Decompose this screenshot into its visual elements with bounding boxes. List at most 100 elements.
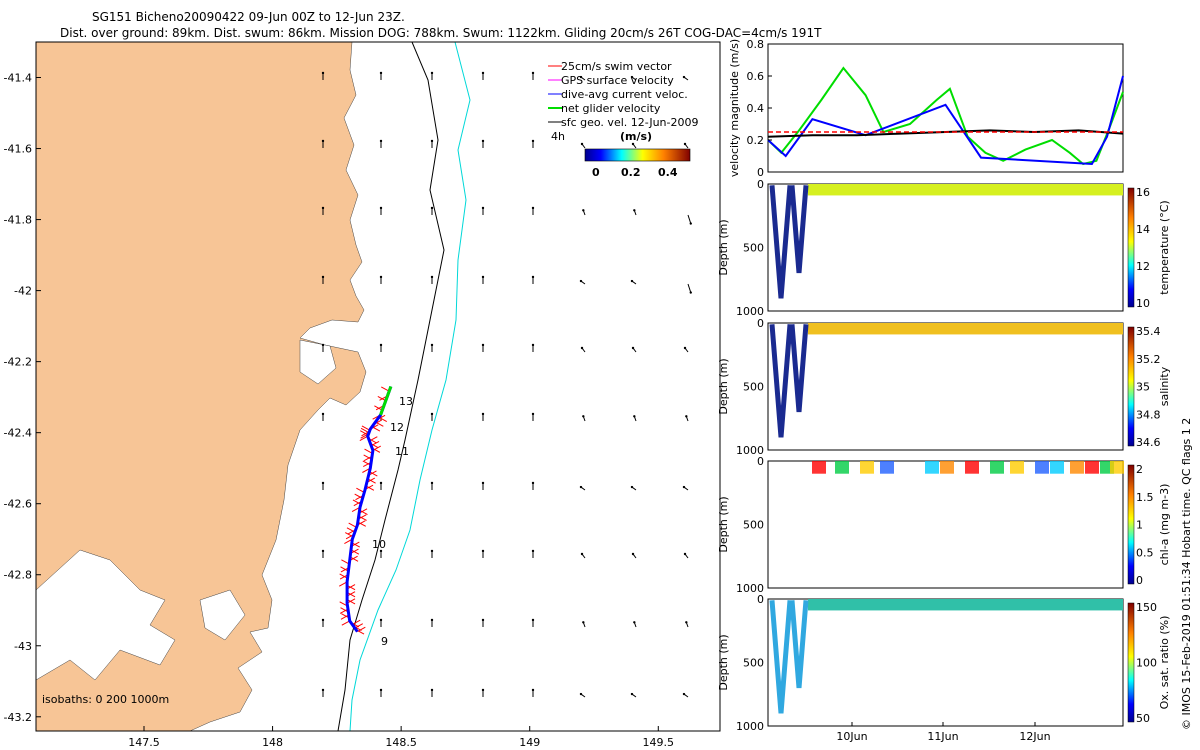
velocity-ylabel: velocity magnitude (m/s) xyxy=(728,39,741,177)
map-xtick-label: 148.5 xyxy=(385,736,417,749)
profile-colorbar-tick: 50 xyxy=(1136,712,1150,725)
map-xtick-label: 149.5 xyxy=(643,736,675,749)
profile-frame xyxy=(767,322,1124,451)
legend-net: net glider velocity xyxy=(561,102,661,115)
profile-colorbar-tick: 2 xyxy=(1136,463,1143,476)
geo-arrow-head xyxy=(531,206,535,210)
profile-colorbar-tick: 1.5 xyxy=(1136,491,1154,504)
geo-arrow-head xyxy=(631,552,635,556)
geo-arrow-head xyxy=(379,343,383,347)
copyright-note: © IMOS 15-Feb-2019 01:51:34 Hobart time.… xyxy=(1180,418,1193,730)
profile-colorbar-tick: 35 xyxy=(1136,381,1150,394)
profile-ytick-label: 1000 xyxy=(736,444,764,457)
profile-ylabel: Depth (m) xyxy=(717,634,730,690)
profile-colorbar-label: salinity xyxy=(1158,366,1171,406)
colorbar-tick: 0.2 xyxy=(621,166,641,179)
profile-ytick-label: 1000 xyxy=(736,305,764,318)
map-frame xyxy=(35,41,721,732)
legend-dac: dive-avg current veloc. xyxy=(561,88,688,101)
profile-dive xyxy=(789,600,809,689)
geo-arrow-head xyxy=(379,206,383,210)
profile-dive xyxy=(789,324,809,413)
tasmania-land xyxy=(36,42,367,731)
map-xtick-label: 147.5 xyxy=(128,736,160,749)
geo-arrow-head xyxy=(481,688,485,692)
map-ytick-label: -42.6 xyxy=(4,498,32,511)
profile-ytick-label: 500 xyxy=(743,242,764,255)
profile-colorbar-tick: 14 xyxy=(1136,223,1150,236)
profile-ytick-label: 500 xyxy=(743,657,764,670)
profile-ytick-label: 500 xyxy=(743,519,764,532)
geo-arrow-head xyxy=(430,343,434,347)
geo-arrow-head xyxy=(430,481,434,485)
geo-arrow-head xyxy=(321,618,325,622)
legend-swim: 25cm/s swim vector xyxy=(561,60,672,73)
geo-arrow-head xyxy=(321,71,325,75)
day-label: 9 xyxy=(381,635,388,648)
geo-arrow-head xyxy=(683,346,687,350)
profile-colorbar-label: Ox. sat. ratio (%) xyxy=(1158,616,1171,710)
profile-colorbar-label: temperature (°C) xyxy=(1158,200,1171,294)
geo-arrow-head xyxy=(579,279,583,283)
profile-surface-band xyxy=(808,599,1123,611)
geo-arrow-head xyxy=(531,481,535,485)
velocity-axis-ticks: 0 0.2 0.4 0.6 0.8 xyxy=(747,38,772,179)
geo-arrow-head xyxy=(689,222,692,225)
profile-colorbar xyxy=(1127,464,1135,585)
profile-ylabel: Depth (m) xyxy=(717,496,730,552)
geo-arrow-head xyxy=(579,692,583,696)
map-ytick-label: -41.6 xyxy=(4,143,32,156)
profile-ytick-label: 0 xyxy=(757,455,764,468)
map-legend: 25cm/s swim vector GPS surface velocity … xyxy=(548,60,698,179)
day-label: 13 xyxy=(399,395,413,408)
inlet-mid xyxy=(199,589,246,641)
day-label: 12 xyxy=(390,421,404,434)
profile-colorbar-tick: 1 xyxy=(1136,519,1143,532)
profile-ytick-label: 0 xyxy=(757,593,764,606)
isobath-1000 xyxy=(349,42,471,731)
profile-colorbar-tick: 16 xyxy=(1136,186,1150,199)
geo-arrow-head xyxy=(682,75,686,79)
geo-arrow-head xyxy=(321,688,325,692)
profile-frame xyxy=(767,460,1124,589)
geo-arrow-head xyxy=(430,618,434,622)
geo-arrow-head xyxy=(633,209,636,212)
geo-arrow-head xyxy=(481,618,485,622)
chl-sample xyxy=(965,461,979,474)
geo-arrow-head xyxy=(481,206,485,210)
profile-ytick-label: 500 xyxy=(743,381,764,394)
colorbar-tick: 0.4 xyxy=(658,166,678,179)
geo-arrow-head xyxy=(682,692,686,696)
geo-arrow-head xyxy=(685,621,688,624)
geo-arrow-head xyxy=(321,275,325,279)
velocity-series-line xyxy=(767,66,1124,166)
profile-colorbar-tick: 100 xyxy=(1136,657,1157,670)
profile-colorbar-tick: 35.2 xyxy=(1136,353,1161,366)
geo-arrow-head xyxy=(430,139,434,143)
map-xtick-label: 149 xyxy=(519,736,540,749)
geo-arrow-head xyxy=(481,139,485,143)
profile-ylabel: Depth (m) xyxy=(717,358,730,414)
geo-arrow-head xyxy=(321,139,325,143)
geo-arrow-head xyxy=(379,71,383,75)
geo-arrow-head xyxy=(630,75,634,79)
geo-arrow-head xyxy=(321,412,325,416)
geo-arrow-head xyxy=(531,412,535,416)
time-xtick-label: 11Jun xyxy=(927,730,958,743)
chl-sample xyxy=(925,461,939,474)
geo-arrow-head xyxy=(580,346,584,350)
profile-colorbar-tick: 34.6 xyxy=(1136,436,1161,449)
map-ytick-label: -42.2 xyxy=(4,356,32,369)
profile-surface-band xyxy=(808,184,1123,196)
profile-panel: 0 500 1000 Depth (m) 0 0.5 1 1.5 2 chl-a (mg m-3) xyxy=(717,455,1171,595)
profile-surface-band xyxy=(808,323,1123,335)
profile-dive xyxy=(769,185,793,299)
geo-arrow-head xyxy=(430,412,434,416)
geo-arrow-head xyxy=(531,343,535,347)
geo-arrow-head xyxy=(579,485,583,489)
geo-arrow-head xyxy=(531,688,535,692)
profile-ytick-label: 1000 xyxy=(736,720,764,733)
geo-arrow-head xyxy=(379,481,383,485)
inlet-bay xyxy=(299,339,337,385)
